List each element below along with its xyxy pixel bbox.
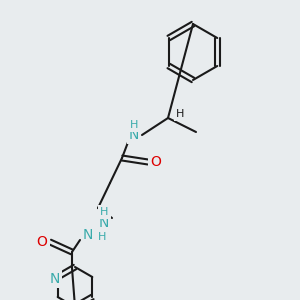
Text: H: H <box>100 207 108 217</box>
Text: O: O <box>151 155 161 169</box>
Text: N: N <box>83 228 93 242</box>
Text: H: H <box>130 120 138 130</box>
Text: O: O <box>37 235 47 249</box>
Text: N: N <box>129 128 139 142</box>
Text: N: N <box>99 216 109 230</box>
Text: H: H <box>98 232 106 242</box>
Text: N: N <box>50 272 60 286</box>
Text: H: H <box>176 109 184 119</box>
